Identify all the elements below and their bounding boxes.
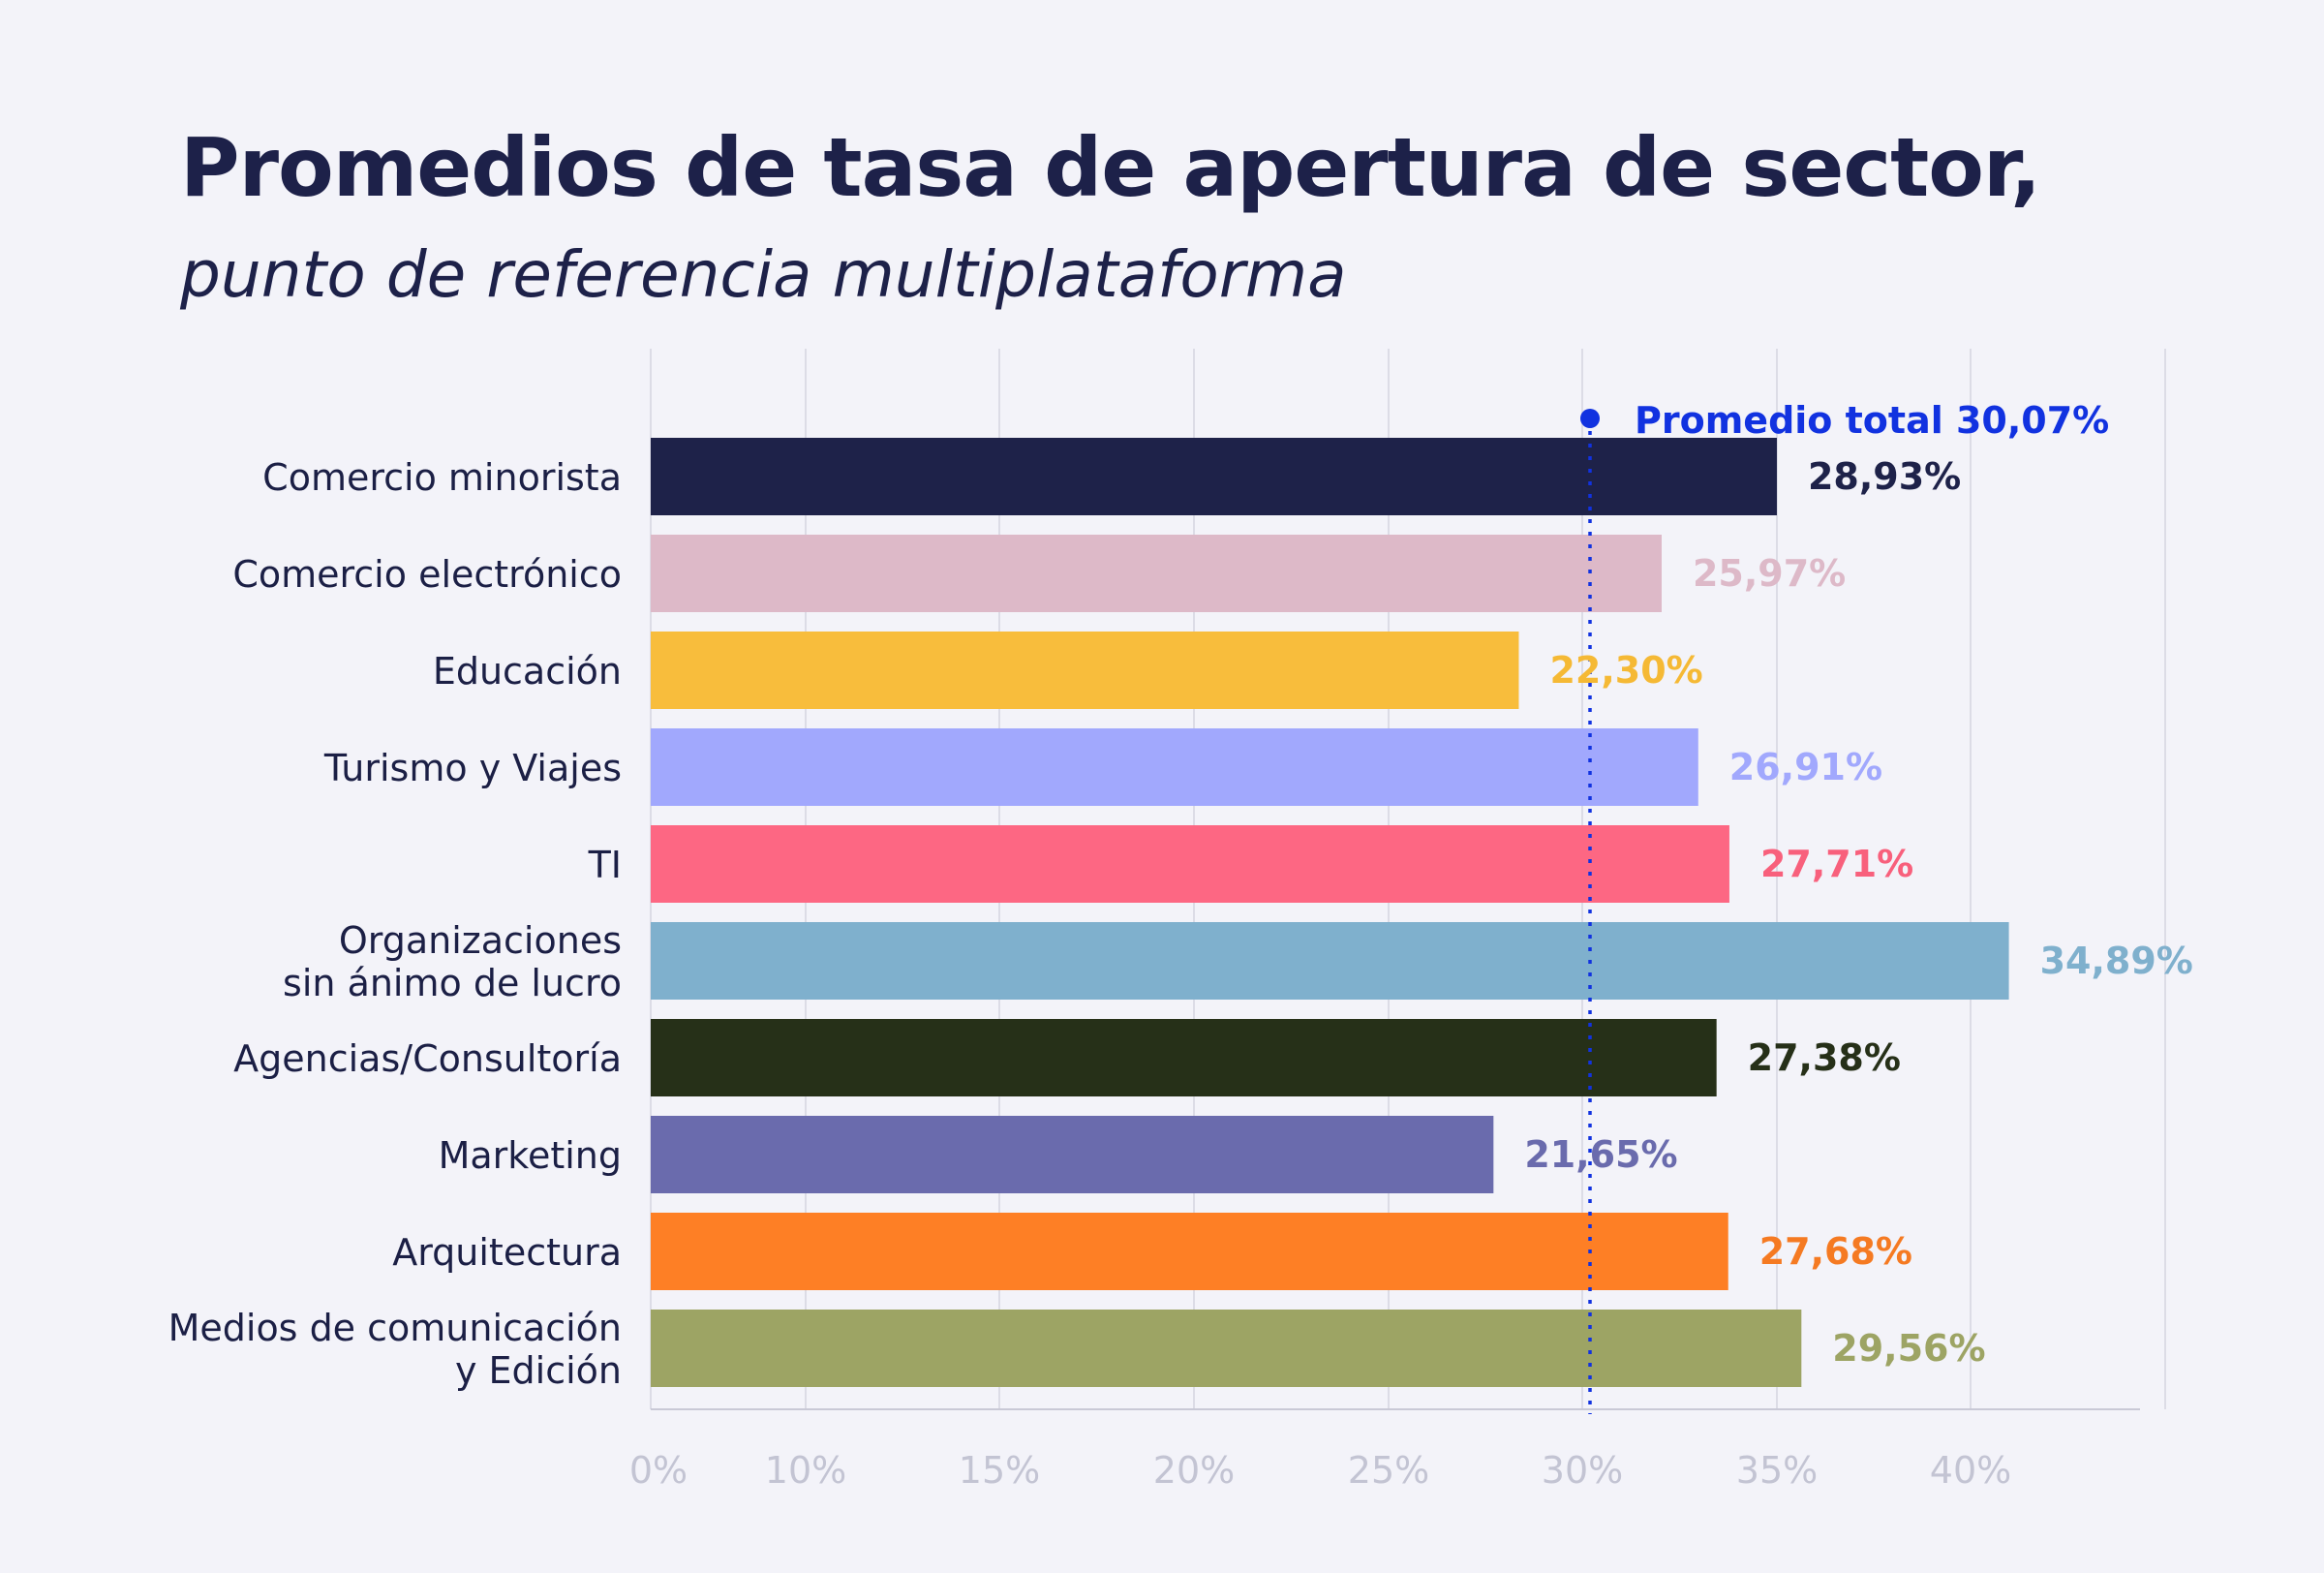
bar [651, 1019, 1717, 1096]
category-label: TI [588, 844, 622, 886]
bar [651, 825, 1729, 903]
bar-value-label: 27,68% [1759, 1230, 1912, 1273]
bar-value-label: 25,97% [1693, 552, 1846, 595]
x-tick-label: 35% [1736, 1449, 1818, 1492]
bar [651, 1310, 1802, 1387]
labels: 28,93% Comercio minorista 25,97% Comercio e… [168, 455, 2193, 1392]
chart-subtitle: punto de referencia multiplataforma [180, 237, 1347, 312]
category-label: Medios de comunicación y Edición [168, 1307, 622, 1392]
x-tick-label: 15% [959, 1449, 1040, 1492]
x-tick-label: 0% [629, 1449, 688, 1492]
x-tick-label: 20% [1153, 1449, 1235, 1492]
category-label: Comercio minorista [262, 456, 622, 499]
x-tick-label: 25% [1348, 1449, 1429, 1492]
bar-value-label: 28,93% [1808, 455, 1961, 498]
bar [651, 922, 2009, 1000]
category-label: Arquitectura [392, 1231, 622, 1274]
bar [651, 728, 1698, 806]
category-label: Comercio electrónico [232, 553, 622, 596]
x-tick-label: 10% [765, 1449, 846, 1492]
category-label: Turismo y Viajes [323, 747, 622, 789]
bar-value-label: 26,91% [1729, 746, 1882, 788]
bars [651, 438, 2009, 1387]
category-label: Educación [433, 650, 622, 693]
bar-value-label: 29,56% [1832, 1327, 1985, 1370]
x-tick-label: 40% [1930, 1449, 2011, 1492]
bar [651, 632, 1519, 709]
category-label: Organizaciones sin ánimo de lucro [283, 919, 622, 1004]
bar-value-label: 27,71% [1760, 843, 1913, 885]
bar-value-label: 21,65% [1524, 1133, 1677, 1176]
bar-value-label: 22,30% [1549, 649, 1702, 692]
bar [651, 438, 1777, 515]
bar [651, 1116, 1494, 1193]
x-axis: 0% 10% 15% 20% 25% 30% 35% 40% [629, 1408, 2140, 1492]
bar-value-label: 27,38% [1748, 1036, 1901, 1079]
bar [651, 1213, 1728, 1290]
reference-line-group: Promedio total 30,07% [1580, 399, 2109, 1414]
chart-title: Promedios de tasa de apertura de sector, [180, 120, 2041, 215]
bar-value-label: 34,89% [2040, 940, 2193, 982]
bar [651, 535, 1662, 612]
category-label: Agencias/Consultoría [233, 1037, 622, 1080]
average-label: Promedio total 30,07% [1635, 399, 2109, 442]
x-tick-label: 30% [1542, 1449, 1623, 1492]
average-marker-dot [1580, 409, 1600, 428]
category-label: Marketing [439, 1134, 622, 1177]
